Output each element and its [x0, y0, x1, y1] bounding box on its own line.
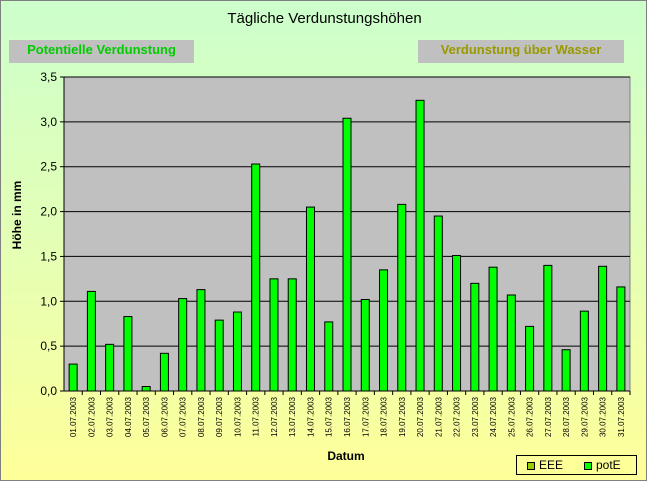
x-tick-label: 27.07.2003 [544, 396, 553, 437]
bar [543, 264, 553, 392]
y-tick-label: 1,5 [40, 249, 57, 263]
x-tick-label: 09.07.2003 [215, 396, 224, 437]
bar [342, 117, 352, 392]
x-tick-label: 15.07.2003 [325, 396, 334, 437]
bar [616, 286, 626, 392]
x-tick-label: 30.07.2003 [599, 396, 608, 437]
bar [415, 99, 425, 392]
legend-item-pote: potE [584, 458, 621, 472]
bar [379, 269, 389, 392]
bar [251, 163, 261, 392]
bar [397, 203, 407, 392]
x-tick-label: 16.07.2003 [343, 396, 352, 437]
y-tick-label: 1,0 [40, 294, 57, 308]
y-tick-label: 3,5 [40, 70, 57, 84]
x-tick-label: 20.07.2003 [416, 396, 425, 437]
legend-item-eee: EEE [527, 458, 563, 472]
x-tick-label: 21.07.2003 [434, 396, 443, 437]
x-tick-label: 23.07.2003 [471, 396, 480, 437]
bar [506, 294, 516, 392]
x-tick-label: 04.07.2003 [124, 396, 133, 437]
x-axis-label: Datum [327, 449, 365, 463]
bar [105, 343, 115, 392]
bar [305, 206, 315, 392]
x-tick-label: 22.07.2003 [453, 396, 462, 437]
bar [178, 298, 188, 392]
bar [86, 290, 96, 392]
x-tick-label: 25.07.2003 [507, 396, 516, 437]
x-tick-label: 05.07.2003 [142, 396, 151, 437]
bar [159, 352, 169, 392]
legend-label-eee: EEE [539, 458, 564, 472]
x-tick-label: 17.07.2003 [361, 396, 370, 437]
chart-title: Tägliche Verdunstungshöhen [227, 10, 422, 27]
x-tick-label: 28.07.2003 [562, 396, 571, 437]
bar [269, 278, 279, 392]
bar [488, 266, 498, 392]
x-tick-label: 31.07.2003 [617, 396, 626, 437]
bar [196, 289, 206, 392]
x-tick-label: 06.07.2003 [160, 396, 169, 437]
x-tick-label: 07.07.2003 [179, 396, 188, 437]
x-tick-label: 03.07.2003 [106, 396, 115, 437]
y-tick-label: 2,5 [40, 160, 57, 174]
y-tick-label: 0,5 [40, 339, 57, 353]
legend-swatch-eee [527, 461, 535, 470]
y-tick-label: 3,0 [40, 115, 57, 129]
bar [579, 310, 589, 392]
legend-swatch-pote [584, 461, 592, 470]
potential-evaporation-button[interactable]: Potentielle Verdunstung [9, 40, 194, 63]
x-tick-label: 18.07.2003 [380, 396, 389, 437]
x-tick-label: 14.07.2003 [306, 396, 315, 437]
x-tick-label: 29.07.2003 [580, 396, 589, 437]
bar [561, 349, 571, 392]
x-tick-label: 19.07.2003 [398, 396, 407, 437]
bar [214, 319, 224, 392]
bar [123, 316, 133, 392]
legend-label-pote: potE [596, 458, 621, 472]
bar [68, 363, 78, 392]
bar [360, 298, 370, 392]
x-tick-label: 08.07.2003 [197, 396, 206, 437]
legend: EEE potE [516, 455, 637, 475]
bar [287, 278, 297, 392]
bar [433, 215, 443, 392]
water-evaporation-button[interactable]: Verdunstung über Wasser [418, 40, 624, 63]
y-tick-label: 0,0 [40, 384, 57, 398]
x-tick-label: 11.07.2003 [252, 396, 261, 436]
x-tick-label: 02.07.2003 [87, 396, 96, 437]
x-tick-label: 01.07.2003 [69, 396, 78, 437]
bar [452, 255, 462, 392]
bar [598, 265, 608, 392]
bar [470, 282, 480, 392]
x-tick-label: 12.07.2003 [270, 396, 279, 437]
bar [324, 321, 334, 392]
x-tick-label: 26.07.2003 [526, 396, 535, 437]
x-tick-label: 13.07.2003 [288, 396, 297, 437]
x-tick-label: 10.07.2003 [233, 396, 242, 437]
x-tick-label: 24.07.2003 [489, 396, 498, 437]
bar [232, 311, 242, 392]
bar [141, 386, 151, 392]
bar [525, 325, 535, 392]
y-tick-label: 2,0 [40, 205, 57, 219]
